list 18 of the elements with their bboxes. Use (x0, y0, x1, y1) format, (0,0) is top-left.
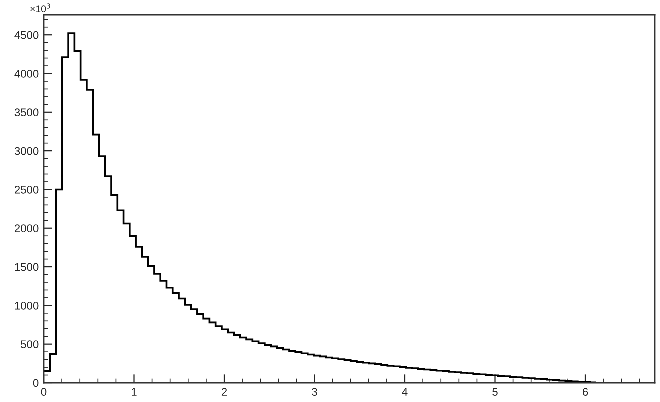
x-tick-label: 0 (41, 388, 47, 396)
y-tick-label: 1500 (15, 263, 39, 272)
x-tick-label: 2 (222, 388, 228, 396)
y-tick-label: 1000 (15, 302, 39, 310)
text: ×10$^{3}$ (30, 4, 50, 13)
x-tick-label: 6 (582, 388, 588, 396)
y-tick-label: 4000 (14, 70, 39, 78)
y-tick-label: 3500 (14, 108, 39, 117)
y-tick-label: 0 (33, 379, 39, 388)
y-tick-label: 4500 (14, 31, 39, 40)
y-tick-label: 2000 (14, 224, 39, 233)
x-tick-label: 3 (312, 388, 318, 396)
y-tick-label: 500 (21, 340, 39, 348)
y-tick-label: 3000 (14, 147, 39, 156)
y-tick-label: 2500 (14, 186, 39, 194)
x-tick-label: 1 (132, 388, 137, 396)
x-tick-label: 5 (492, 388, 498, 396)
x-tick-label: 4 (402, 388, 408, 396)
